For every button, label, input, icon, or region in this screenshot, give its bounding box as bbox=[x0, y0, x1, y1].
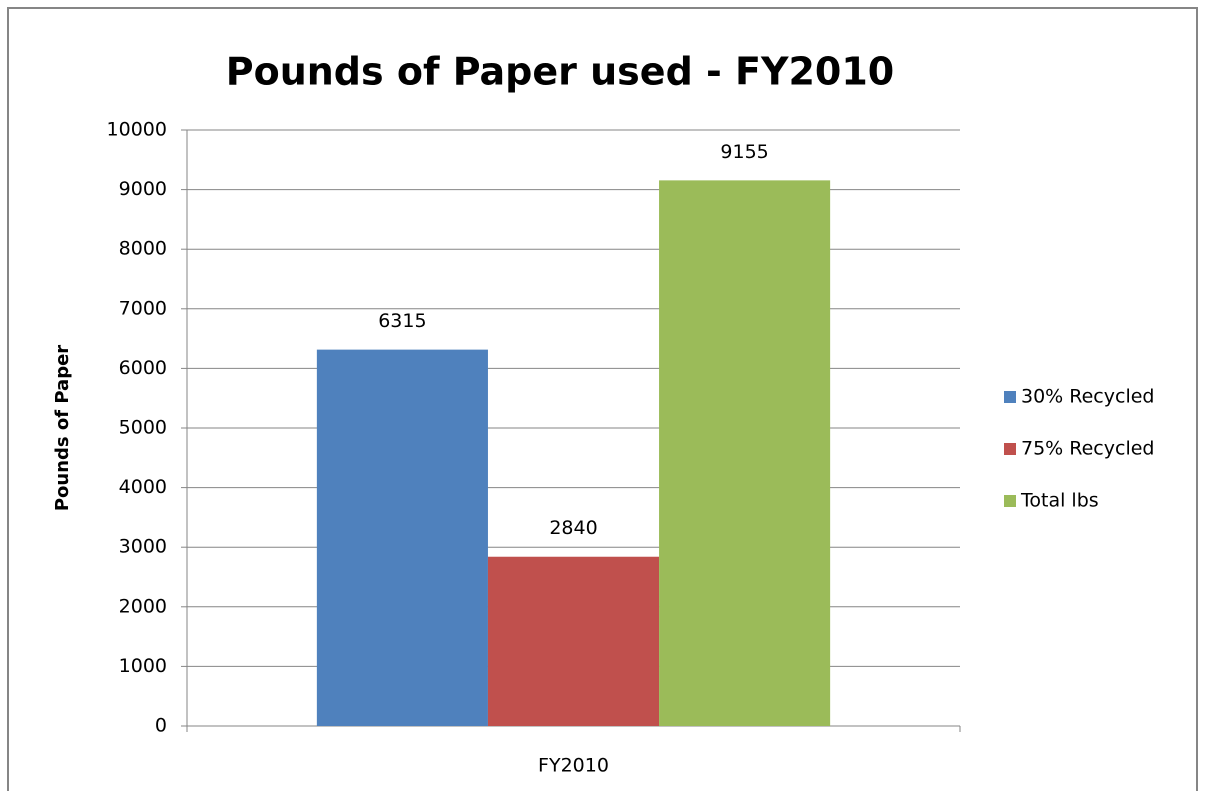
y-tick-label: 2000 bbox=[119, 595, 167, 617]
y-tick-label: 6000 bbox=[119, 357, 167, 379]
data-label: 9155 bbox=[720, 141, 768, 163]
y-tick-label: 5000 bbox=[119, 417, 167, 439]
legend-swatch bbox=[1004, 495, 1016, 507]
y-tick-label: 7000 bbox=[119, 297, 167, 319]
y-tick-label: 3000 bbox=[119, 536, 167, 558]
y-tick-label: 0 bbox=[155, 715, 167, 737]
y-tick-label: 9000 bbox=[119, 178, 167, 200]
x-tick-label: FY2010 bbox=[538, 755, 609, 777]
legend-swatch bbox=[1004, 391, 1016, 403]
legend-label: Total lbs bbox=[1020, 490, 1099, 512]
data-label: 2840 bbox=[549, 517, 597, 539]
y-axis-label: Pounds of Paper bbox=[52, 345, 73, 511]
y-tick-label: 10000 bbox=[107, 119, 167, 141]
legend-swatch bbox=[1004, 443, 1016, 455]
legend-label: 75% Recycled bbox=[1021, 438, 1154, 460]
data-label: 6315 bbox=[378, 310, 426, 332]
bar bbox=[487, 556, 660, 726]
chart-title: Pounds of Paper used - FY2010 bbox=[226, 50, 895, 94]
y-tick-label: 8000 bbox=[119, 238, 167, 260]
bar bbox=[659, 180, 831, 726]
y-tick-label: 1000 bbox=[119, 655, 167, 677]
y-tick-label: 4000 bbox=[119, 476, 167, 498]
bar bbox=[316, 349, 488, 726]
legend-label: 30% Recycled bbox=[1021, 386, 1154, 408]
